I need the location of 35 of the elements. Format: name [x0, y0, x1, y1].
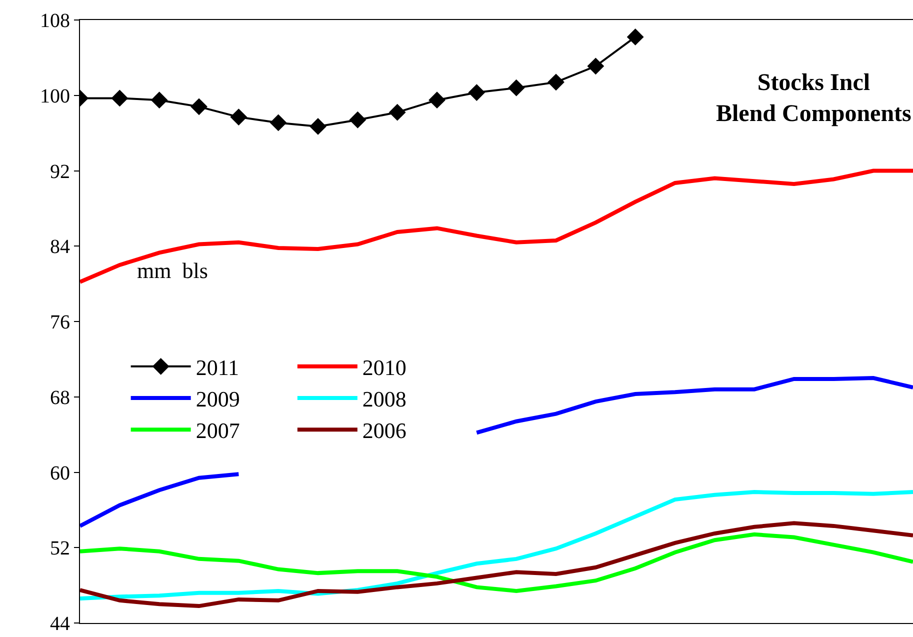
point — [111, 90, 128, 107]
legend-label: 2008 — [362, 386, 406, 412]
y-tick-label: 92 — [50, 160, 70, 183]
point — [310, 118, 326, 135]
line-series — [80, 168, 913, 284]
point — [190, 98, 208, 116]
legend-label: 2007 — [196, 418, 240, 444]
line-series — [80, 521, 913, 608]
y-tick-label: 84 — [50, 236, 70, 258]
y-tick-label: 76 — [50, 312, 70, 334]
point — [468, 84, 486, 101]
line-series — [80, 490, 913, 600]
text: Stocks Incl Blend Components — [716, 70, 912, 128]
point — [230, 108, 248, 126]
point — [508, 79, 525, 96]
line-series — [80, 532, 913, 593]
point — [349, 111, 366, 128]
legend-label: 2009 — [196, 386, 240, 412]
point — [548, 74, 564, 91]
point — [626, 28, 644, 46]
y-tick-label: 68 — [50, 386, 70, 409]
y-tick-label: 60 — [50, 462, 70, 484]
legend-label: 2006 — [362, 418, 406, 444]
y-tick-label: 52 — [50, 538, 70, 560]
annotation: mm bls — [137, 258, 208, 283]
point — [388, 104, 406, 121]
y-tick-label: 44 — [50, 613, 70, 635]
legend-label: 2010 — [362, 355, 406, 380]
y-tick-label: 100 — [40, 85, 70, 108]
point — [270, 114, 287, 132]
point — [587, 58, 604, 75]
y-tick-label: 108 — [40, 10, 70, 32]
point — [428, 92, 446, 109]
legend-label: 2011 — [196, 355, 240, 380]
point — [150, 92, 168, 109]
